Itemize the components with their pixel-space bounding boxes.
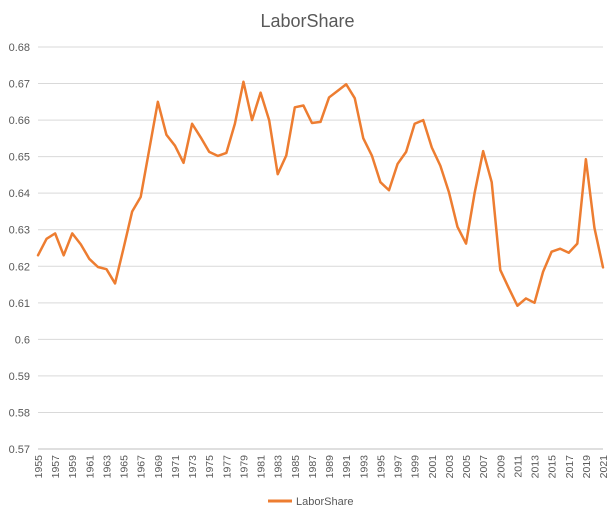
x-tick-label: 1963 (101, 455, 113, 479)
y-tick-label: 0.64 (9, 188, 30, 200)
y-tick-label: 0.59 (9, 371, 30, 383)
x-tick-label: 1989 (324, 455, 336, 479)
y-tick-label: 0.66 (9, 115, 30, 127)
x-tick-label: 2011 (512, 455, 524, 478)
gridlines (38, 46, 603, 450)
x-tick-label: 1993 (358, 455, 370, 479)
x-tick-label: 2015 (547, 455, 559, 479)
legend-label-laborshare: LaborShare (296, 496, 354, 508)
x-tick-label: 1991 (341, 455, 353, 479)
x-tick-label: 1965 (119, 455, 131, 479)
x-tick-label: 1975 (204, 455, 216, 479)
x-tick-label: 1967 (136, 455, 148, 479)
x-tick-label: 1961 (84, 455, 96, 479)
x-tick-label: 1971 (170, 455, 182, 479)
x-tick-label: 2021 (598, 455, 610, 479)
x-tick-label: 2005 (461, 455, 473, 479)
y-tick-label: 0.61 (9, 298, 30, 310)
x-tick-label: 2003 (444, 455, 456, 479)
x-tick-label: 2007 (478, 455, 490, 479)
x-tick-label: 1955 (33, 455, 45, 479)
y-tick-label: 0.62 (9, 261, 30, 273)
series-line-laborshare (36, 80, 605, 307)
series-layer (36, 80, 605, 307)
chart-title: LaborShare (260, 11, 354, 31)
x-tick-label: 1959 (67, 455, 79, 479)
x-tick-label: 1969 (153, 455, 165, 479)
x-tick-label: 1957 (50, 455, 62, 479)
x-tick-label: 2001 (427, 455, 439, 479)
y-tick-label: 0.6 (15, 334, 30, 346)
x-tick-label: 1981 (256, 455, 268, 479)
x-tick-label: 1995 (375, 455, 387, 479)
x-axis-tick-labels: 1955 1957 1959 1961 1963 1965 1967 1969 1971 1973… (33, 455, 610, 479)
y-tick-label: 0.57 (9, 444, 30, 456)
x-tick-label: 1973 (187, 455, 199, 479)
x-tick-label: 1979 (238, 455, 250, 479)
x-tick-label: 1977 (221, 455, 233, 479)
y-tick-label: 0.58 (9, 407, 30, 419)
x-tick-label: 1999 (410, 455, 422, 479)
y-tick-label: 0.67 (9, 79, 30, 91)
x-tick-label: 2009 (495, 455, 507, 479)
x-tick-label: 1987 (307, 455, 319, 479)
y-tick-label: 0.68 (9, 42, 30, 54)
x-tick-label: 1997 (393, 455, 405, 479)
x-tick-label: 2019 (581, 455, 593, 479)
y-tick-label: 0.63 (9, 225, 30, 237)
y-axis-tick-labels: 0.57 0.58 0.59 0.6 0.61 0.62 0.63 0.64 0.65 0.66 0… (9, 42, 30, 456)
x-tick-label: 2017 (564, 455, 576, 479)
y-tick-label: 0.65 (9, 152, 30, 164)
x-tick-label: 1985 (290, 455, 302, 479)
x-tick-label: 1983 (273, 455, 285, 479)
legend: LaborShare (268, 496, 354, 508)
x-tick-label: 2013 (530, 455, 542, 479)
